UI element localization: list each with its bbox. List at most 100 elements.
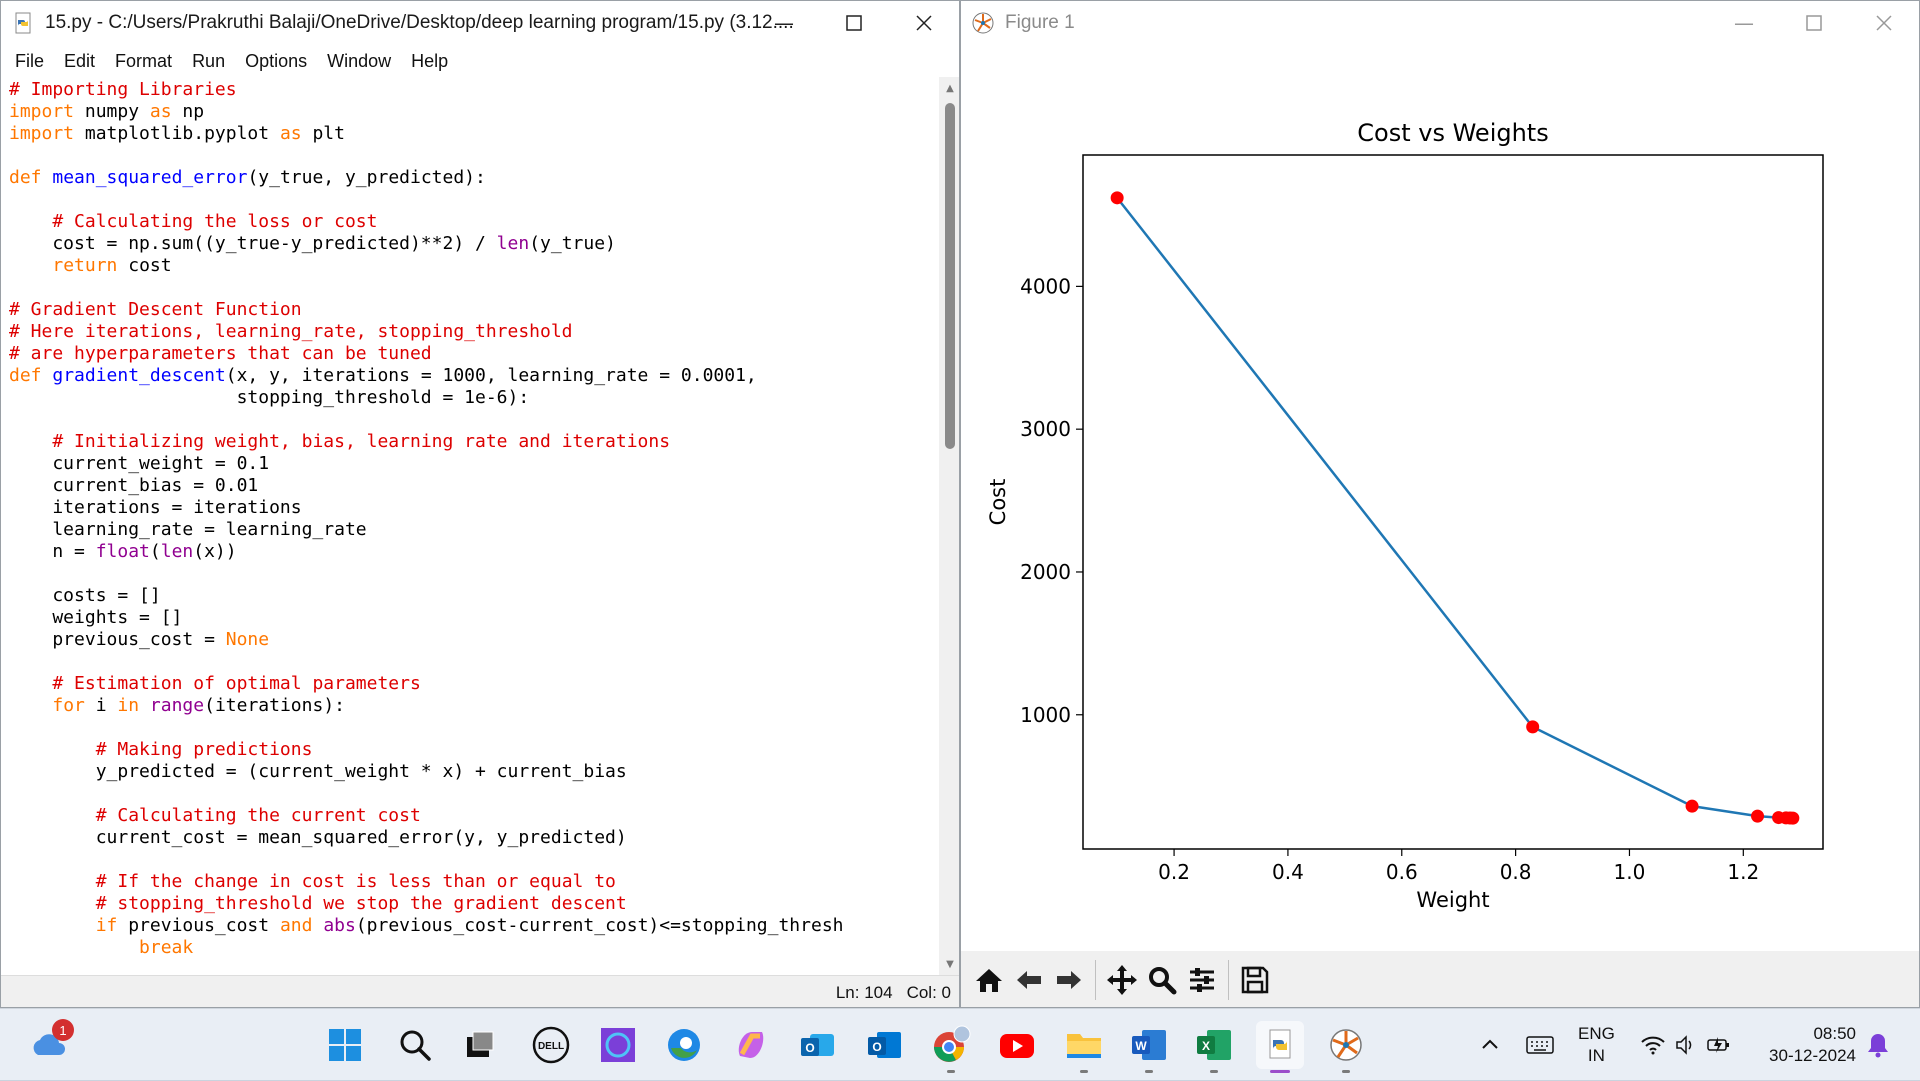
pan-move-icon[interactable] bbox=[1102, 960, 1142, 1000]
save-disk-icon[interactable] bbox=[1235, 960, 1275, 1000]
show-hidden-icons[interactable] bbox=[1478, 1009, 1502, 1081]
data-point bbox=[1685, 799, 1699, 813]
excel-icon[interactable]: X bbox=[1190, 1021, 1238, 1073]
code-line[interactable]: import matplotlib.pyplot as plt bbox=[9, 123, 345, 144]
scroll-thumb[interactable] bbox=[945, 103, 955, 449]
outlook-classic-icon[interactable]: O bbox=[860, 1021, 908, 1069]
battery-charging-icon[interactable] bbox=[1706, 1034, 1732, 1056]
code-line[interactable]: def mean_squared_error(y_true, y_predict… bbox=[9, 167, 486, 188]
code-line[interactable] bbox=[9, 717, 939, 739]
menu-format[interactable]: Format bbox=[115, 50, 173, 71]
code-line[interactable] bbox=[9, 783, 939, 805]
weather-widget-icon[interactable]: 1 bbox=[24, 1019, 74, 1069]
vertical-scrollbar[interactable]: ▲ ▼ bbox=[939, 77, 959, 975]
code-line[interactable] bbox=[9, 651, 939, 673]
language-indicator[interactable]: ENG IN bbox=[1578, 1009, 1615, 1081]
code-text[interactable]: # Importing Libraries import numpy as np i… bbox=[1, 77, 939, 959]
code-editor[interactable]: # Importing Libraries import numpy as np i… bbox=[1, 77, 939, 975]
edge-browser-icon[interactable] bbox=[660, 1021, 708, 1069]
menu-help[interactable]: Help bbox=[411, 50, 449, 71]
zoom-magnifier-icon[interactable] bbox=[1142, 960, 1182, 1000]
matplotlib-taskbar-icon[interactable] bbox=[1322, 1021, 1370, 1073]
code-line[interactable]: # Importing Libraries bbox=[9, 79, 237, 100]
code-line[interactable]: # Initializing weight, bias, learning ra… bbox=[52, 431, 671, 452]
code-line[interactable]: iterations = iterations bbox=[9, 497, 302, 518]
clock[interactable]: 08:50 30-12-2024 bbox=[1760, 1009, 1856, 1081]
code-line[interactable]: # Gradient Descent Function bbox=[9, 299, 302, 320]
menu-run[interactable]: Run bbox=[192, 50, 226, 71]
figure-titlebar[interactable]: Figure 1 — bbox=[961, 1, 1919, 45]
forward-arrow-icon[interactable] bbox=[1049, 960, 1089, 1000]
file-explorer-icon[interactable] bbox=[1060, 1021, 1108, 1073]
code-line[interactable]: # Calculating the current cost bbox=[95, 805, 421, 826]
youtube-icon[interactable] bbox=[993, 1021, 1041, 1069]
code-line[interactable]: current_weight = 0.1 bbox=[9, 453, 270, 474]
code-line[interactable]: # Here iterations, learning_rate, stoppi… bbox=[9, 321, 573, 342]
code-line[interactable]: for i in range(iterations): bbox=[52, 695, 345, 716]
search-icon[interactable] bbox=[391, 1021, 439, 1069]
code-line[interactable] bbox=[9, 849, 939, 871]
code-line[interactable]: costs = [] bbox=[9, 585, 161, 606]
code-line[interactable]: # If the change in cost is less than or … bbox=[95, 871, 616, 892]
code-line[interactable]: import numpy as np bbox=[9, 101, 205, 122]
wifi-icon[interactable] bbox=[1640, 1034, 1666, 1056]
code-line[interactable] bbox=[9, 145, 939, 167]
code-line[interactable]: # Calculating the loss or cost bbox=[52, 211, 378, 232]
cortana-app-icon[interactable] bbox=[594, 1021, 642, 1069]
volume-icon[interactable] bbox=[1674, 1034, 1698, 1056]
figure-close-button[interactable] bbox=[1849, 1, 1919, 45]
menu-file[interactable]: File bbox=[15, 50, 45, 71]
code-line[interactable]: # Estimation of optimal parameters bbox=[52, 673, 421, 694]
plot-canvas[interactable]: Cost vs Weights 0.2 0.4 0.6 0.8 1.0 1.2 1000 200… bbox=[961, 45, 1919, 951]
menu-options[interactable]: Options bbox=[245, 50, 308, 71]
code-line[interactable]: current_cost = mean_squared_error(y, y_p… bbox=[9, 827, 627, 848]
dell-icon[interactable]: DELL bbox=[527, 1021, 575, 1069]
word-icon[interactable]: W bbox=[1125, 1021, 1173, 1073]
y-axis-label: Cost bbox=[986, 479, 1010, 526]
code-line[interactable] bbox=[9, 189, 939, 211]
code-line[interactable]: return cost bbox=[52, 255, 172, 276]
y-tick-label: 1000 bbox=[1020, 703, 1071, 727]
keyboard-icon[interactable] bbox=[1526, 1009, 1554, 1081]
code-line[interactable]: current_bias = 0.01 bbox=[9, 475, 259, 496]
minimize-button[interactable]: — bbox=[774, 11, 794, 35]
figure-minimize-button[interactable]: — bbox=[1734, 11, 1754, 35]
chrome-browser-icon[interactable] bbox=[927, 1021, 975, 1073]
figure-maximize-button[interactable] bbox=[1779, 1, 1849, 45]
scroll-down-icon[interactable]: ▼ bbox=[946, 958, 954, 970]
code-line[interactable] bbox=[9, 563, 939, 585]
menu-edit[interactable]: Edit bbox=[64, 50, 96, 71]
configure-subplots-icon[interactable] bbox=[1182, 960, 1222, 1000]
system-tray-icons[interactable] bbox=[1640, 1009, 1732, 1081]
notification-bell-icon[interactable] bbox=[1866, 1009, 1890, 1081]
code-line[interactable]: break bbox=[139, 937, 194, 958]
code-line[interactable] bbox=[9, 277, 939, 299]
code-line[interactable]: def gradient_descent(x, y, iterations = … bbox=[9, 365, 757, 386]
copilot-icon[interactable] bbox=[727, 1021, 775, 1069]
code-line[interactable]: # Making predictions bbox=[95, 739, 313, 760]
back-arrow-icon[interactable] bbox=[1009, 960, 1049, 1000]
code-line[interactable]: if previous_cost and abs(previous_cost-c… bbox=[95, 915, 844, 936]
menu-window[interactable]: Window bbox=[327, 50, 392, 71]
start-windows-icon[interactable] bbox=[321, 1021, 369, 1069]
code-line[interactable]: stopping_threshold = 1e-6): bbox=[9, 387, 530, 408]
close-button[interactable] bbox=[889, 1, 959, 45]
code-line[interactable]: previous_cost = None bbox=[9, 629, 270, 650]
code-line[interactable]: # are hyperparameters that can be tuned bbox=[9, 343, 432, 364]
matplotlib-toolbar bbox=[961, 951, 1919, 1007]
code-line[interactable]: # stopping_threshold we stop the gradien… bbox=[95, 893, 627, 914]
idle-titlebar[interactable]: 15.py - C:/Users/Prakruthi Balaji/OneDri… bbox=[1, 1, 959, 45]
chevron-up-icon[interactable] bbox=[1478, 1033, 1502, 1057]
python-idle-taskbar-icon[interactable] bbox=[1256, 1021, 1304, 1073]
maximize-button[interactable] bbox=[819, 1, 889, 45]
outlook-new-icon[interactable]: O bbox=[793, 1021, 841, 1069]
code-line[interactable]: n = float(len(x)) bbox=[9, 541, 237, 562]
home-icon[interactable] bbox=[969, 960, 1009, 1000]
scroll-up-icon[interactable]: ▲ bbox=[946, 82, 954, 94]
code-line[interactable] bbox=[9, 409, 939, 431]
task-view-icon[interactable] bbox=[456, 1021, 504, 1069]
code-line[interactable]: learning_rate = learning_rate bbox=[9, 519, 367, 540]
code-line[interactable]: y_predicted = (current_weight * x) + cur… bbox=[9, 761, 627, 782]
code-line[interactable]: cost = np.sum((y_true-y_predicted)**2) /… bbox=[9, 233, 616, 254]
code-line[interactable]: weights = [] bbox=[9, 607, 183, 628]
